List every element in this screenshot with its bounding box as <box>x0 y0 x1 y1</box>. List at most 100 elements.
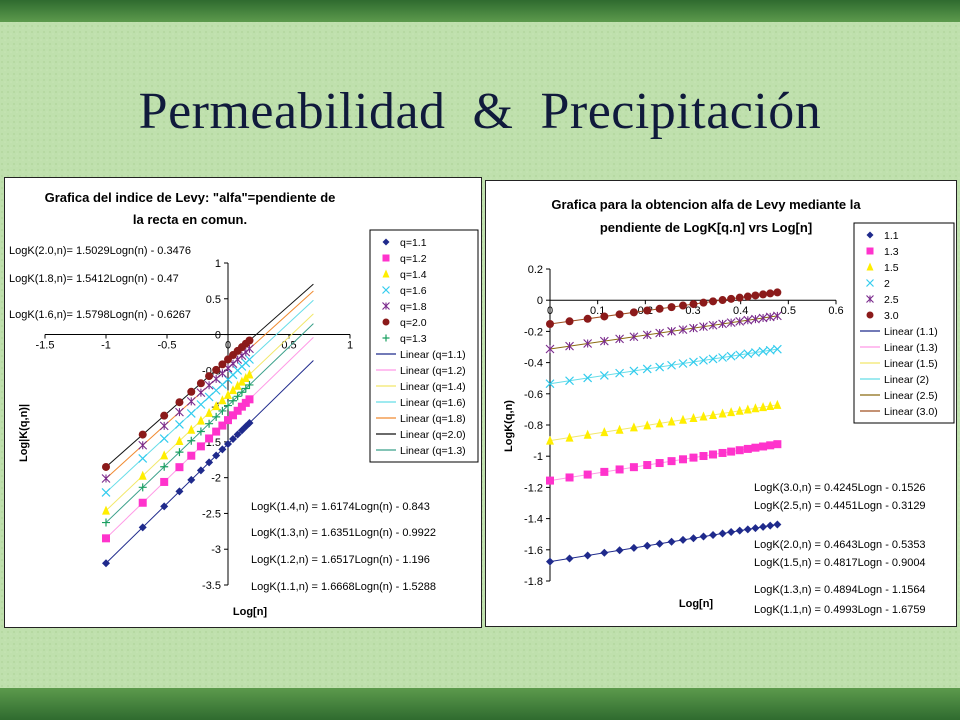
data-point <box>655 362 665 372</box>
data-point <box>772 344 782 354</box>
data-point <box>615 334 624 344</box>
x-axis-label: Log[n] <box>233 606 268 618</box>
data-point <box>689 323 698 333</box>
x-tick-label: 0.5 <box>781 305 796 317</box>
equation-label: LogK(1.5,n) = 0.4817Logn - 0.9004 <box>754 557 926 569</box>
chart-title: Grafica del indice de Levy: "alfa"=pendi… <box>45 190 336 205</box>
legend-marker <box>866 295 874 303</box>
data-point <box>546 320 554 329</box>
y-tick-label: -3 <box>211 544 221 556</box>
data-point <box>175 407 184 417</box>
data-point <box>138 523 147 532</box>
y-tick-label: -1.8 <box>524 576 543 588</box>
data-point <box>699 355 708 365</box>
data-point <box>735 293 744 302</box>
legend-box <box>853 222 955 424</box>
data-point <box>743 315 753 325</box>
data-point <box>583 314 592 323</box>
data-point <box>759 442 768 451</box>
equation-label: LogK(3.0,n) = 0.4245Logn - 0.1526 <box>754 482 926 494</box>
data-point <box>600 427 609 437</box>
data-point <box>751 348 760 357</box>
data-point <box>218 406 227 415</box>
data-point <box>751 291 760 300</box>
y-tick-label: -2 <box>211 473 221 485</box>
data-point <box>708 354 718 364</box>
data-point <box>735 446 744 455</box>
data-point <box>735 405 744 415</box>
data-point <box>758 346 768 356</box>
data-point <box>743 349 753 359</box>
y-axis-label: Log|K(q,n)| <box>18 404 30 462</box>
data-point <box>204 392 214 402</box>
y-tick-label: -0.4 <box>524 358 543 370</box>
legend-marker <box>866 311 874 319</box>
legend-label: q=1.6 <box>400 285 427 297</box>
data-point <box>160 477 169 486</box>
data-point <box>205 458 214 467</box>
data-point <box>718 529 727 538</box>
data-point <box>751 403 760 413</box>
legend-label: 1.5 <box>884 262 899 274</box>
data-point <box>615 424 624 434</box>
data-point <box>709 450 718 459</box>
data-point <box>205 434 214 443</box>
data-point <box>615 310 624 319</box>
data-point <box>218 445 227 454</box>
data-point <box>245 355 254 364</box>
data-point <box>772 311 782 321</box>
data-point <box>229 411 238 420</box>
data-point <box>766 441 775 450</box>
data-point <box>726 351 736 361</box>
data-point <box>766 400 775 410</box>
data-point <box>175 487 184 496</box>
data-point <box>773 399 782 409</box>
data-point <box>186 396 196 406</box>
data-point <box>643 461 652 470</box>
legend-label: 1.3 <box>884 246 899 258</box>
legend-marker <box>866 231 874 239</box>
data-point <box>218 395 227 405</box>
legend-marker <box>382 269 390 278</box>
data-point <box>159 421 169 431</box>
data-point <box>689 357 698 367</box>
data-point <box>699 452 708 461</box>
data-point <box>175 435 184 445</box>
data-point <box>600 312 609 321</box>
data-point <box>205 419 214 428</box>
x-tick-label: -1 <box>101 340 111 352</box>
data-point <box>565 341 574 351</box>
data-point <box>766 521 775 530</box>
x-tick-label: -0.5 <box>158 340 177 352</box>
data-point <box>233 380 242 390</box>
data-point <box>175 419 184 429</box>
data-point <box>175 463 184 472</box>
data-point <box>615 546 624 555</box>
y-tick-label: -3.5 <box>202 580 221 592</box>
x-tick-label: 0.6 <box>828 305 843 317</box>
data-point <box>735 526 744 535</box>
trendline <box>549 315 778 350</box>
data-point <box>583 551 592 560</box>
legend-label: Linear (2.5) <box>884 390 938 402</box>
data-point <box>667 416 676 426</box>
legend-label: q=1.2 <box>400 253 427 265</box>
data-point <box>642 330 652 340</box>
data-point <box>629 463 638 472</box>
legend-marker <box>382 238 390 246</box>
data-point <box>766 289 775 298</box>
data-point <box>655 459 664 468</box>
data-point <box>224 416 232 425</box>
data-point <box>229 385 238 395</box>
data-point <box>101 488 111 497</box>
legend-label: q=2.0 <box>400 317 427 329</box>
data-point <box>600 548 609 557</box>
data-point <box>667 303 676 312</box>
data-point <box>743 404 752 414</box>
data-point <box>187 424 196 434</box>
x-axis-label: Log[n] <box>679 598 714 610</box>
data-point <box>678 414 687 424</box>
data-point <box>545 379 555 389</box>
y-tick-label: 0 <box>537 295 543 307</box>
equation-label: LogK(1.1,n) = 0.4993Logn - 1.6759 <box>754 604 926 616</box>
